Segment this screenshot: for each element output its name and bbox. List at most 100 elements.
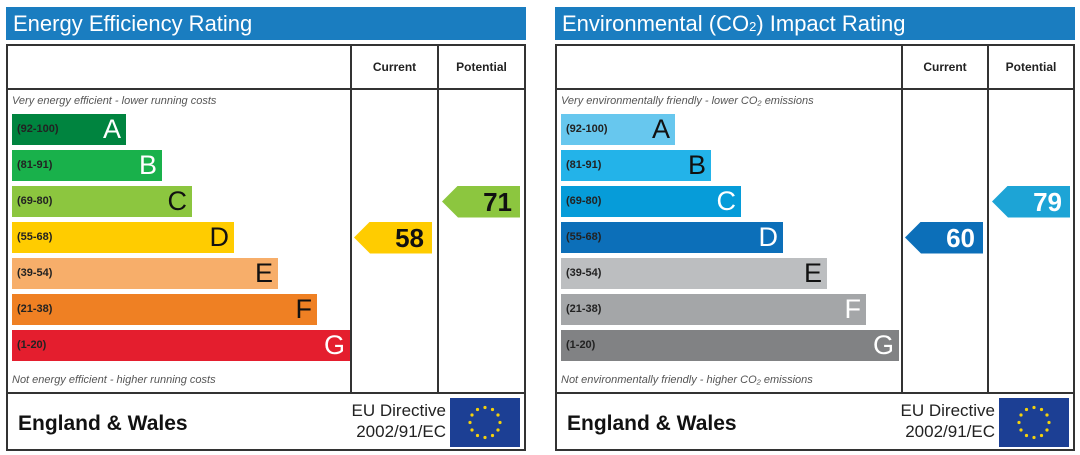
panel-title-text: Energy Efficiency Rating: [13, 11, 253, 36]
panel-body: Current Potential Very environmentally f…: [555, 44, 1075, 451]
column-header-current: Current: [372, 60, 417, 74]
band-range: (21-38): [17, 303, 53, 315]
potential-rating-value: 79: [1033, 186, 1062, 217]
column-divider-current: [901, 46, 903, 392]
band-range: (81-91): [566, 159, 602, 171]
eu-star: [483, 435, 487, 440]
eu-star: [496, 413, 500, 417]
panel-title-text: Environmental (CO: [562, 11, 750, 36]
band-e: (39-54) E: [12, 258, 278, 289]
potential-rating-arrow: 79: [992, 185, 1070, 218]
eu-star: [483, 405, 487, 410]
band-range: (69-80): [17, 195, 53, 207]
band-e: (39-54) E: [561, 258, 827, 289]
band-d: (55-68) D: [561, 222, 783, 253]
region-label: England & Wales: [567, 412, 737, 435]
band-letter: G: [872, 330, 894, 360]
panel-title-subscript: 2: [749, 19, 757, 34]
column-header-current: Current: [923, 60, 967, 74]
eu-stars: [468, 405, 502, 440]
band-letter: G: [323, 330, 345, 360]
eu-star: [496, 428, 500, 432]
band-range: (69-80): [566, 195, 602, 207]
header-divider: [557, 88, 1073, 90]
bottom-note: Not environmentally friendly - higher CO…: [561, 374, 813, 386]
column-header-potential: Potential: [1005, 60, 1057, 74]
region-label: England & Wales: [18, 412, 188, 435]
band-d: (55-68) D: [12, 222, 234, 253]
eu-star: [475, 433, 480, 438]
eu-directive: EU Directive 2002/91/EC: [352, 400, 446, 442]
column-header-potential: Potential: [456, 60, 507, 74]
footer-divider: [8, 392, 524, 394]
eu-star: [1045, 413, 1049, 417]
eu-star: [1032, 435, 1036, 440]
energy-efficiency-panel: Energy Efficiency Rating Current Potenti…: [6, 7, 526, 451]
band-a: (92-100) A: [561, 114, 675, 145]
band-b: (81-91) B: [561, 150, 711, 181]
eu-directive: EU Directive 2002/91/EC: [901, 400, 995, 442]
eu-star: [1017, 420, 1021, 425]
eu-flag-icon: [999, 398, 1069, 447]
eu-star: [1019, 428, 1023, 432]
band-letter: D: [758, 222, 779, 252]
footer-divider: [557, 392, 1073, 394]
eu-star: [1039, 433, 1044, 438]
eu-star: [1047, 420, 1051, 425]
band-letter: F: [844, 294, 862, 324]
eu-star: [468, 420, 472, 425]
eu-star: [1019, 413, 1023, 417]
column-divider-potential: [987, 46, 989, 392]
current-rating-value: 58: [395, 222, 424, 253]
current-rating-arrow: 58: [354, 221, 432, 254]
band-g: (1-20) G: [561, 330, 899, 361]
band-letter: A: [651, 114, 670, 144]
eu-star: [1045, 428, 1049, 432]
band-range: (39-54): [566, 267, 602, 279]
environmental-impact-panel: Environmental (CO2) Impact Rating Curren…: [555, 7, 1075, 451]
band-letter: A: [102, 114, 121, 144]
eu-star: [1032, 405, 1036, 410]
column-divider-current: [350, 46, 352, 392]
current-rating-value: 60: [946, 222, 975, 253]
band-range: (39-54): [17, 267, 53, 279]
eu-star: [1024, 433, 1029, 438]
directive-line-1: EU Directive: [351, 401, 446, 420]
band-letter: C: [716, 186, 737, 216]
column-divider-potential: [437, 46, 439, 392]
band-range: (21-38): [566, 303, 602, 315]
eu-flag-icon: [450, 398, 520, 447]
band-range: (92-100): [566, 123, 608, 135]
panel-title-end: ) Impact Rating: [756, 11, 906, 36]
band-range: (1-20): [566, 339, 596, 351]
top-note: Very energy efficient - lower running co…: [12, 95, 217, 107]
directive-line-1: EU Directive: [900, 401, 995, 420]
band-letter: D: [209, 222, 230, 252]
header-divider: [8, 88, 524, 90]
band-letter: C: [167, 186, 188, 216]
band-letter: F: [295, 294, 313, 324]
band-a: (92-100) A: [12, 114, 126, 145]
top-note: Very environmentally friendly - lower CO…: [561, 95, 814, 107]
band-letter: E: [803, 258, 822, 288]
band-letter: E: [254, 258, 273, 288]
potential-rating-arrow: 71: [442, 185, 520, 218]
eu-star: [1039, 407, 1044, 412]
band-range: (55-68): [566, 231, 602, 243]
band-c: (69-80) C: [12, 186, 192, 217]
band-range: (81-91): [17, 159, 53, 171]
eu-star: [490, 407, 495, 412]
eu-star: [470, 413, 474, 417]
bottom-note: Not energy efficient - higher running co…: [12, 374, 216, 386]
potential-rating-value: 71: [483, 186, 512, 217]
eu-star: [490, 433, 495, 438]
current-rating-arrow: 60: [905, 221, 983, 254]
eu-star: [475, 407, 480, 412]
band-range: (1-20): [17, 339, 47, 351]
eu-stars: [1017, 405, 1051, 440]
band-g: (1-20) G: [12, 330, 350, 361]
eu-star: [498, 420, 502, 425]
panel-body: Current Potential Very energy efficient …: [6, 44, 526, 451]
band-range: (92-100): [17, 123, 59, 135]
eu-star: [470, 428, 474, 432]
